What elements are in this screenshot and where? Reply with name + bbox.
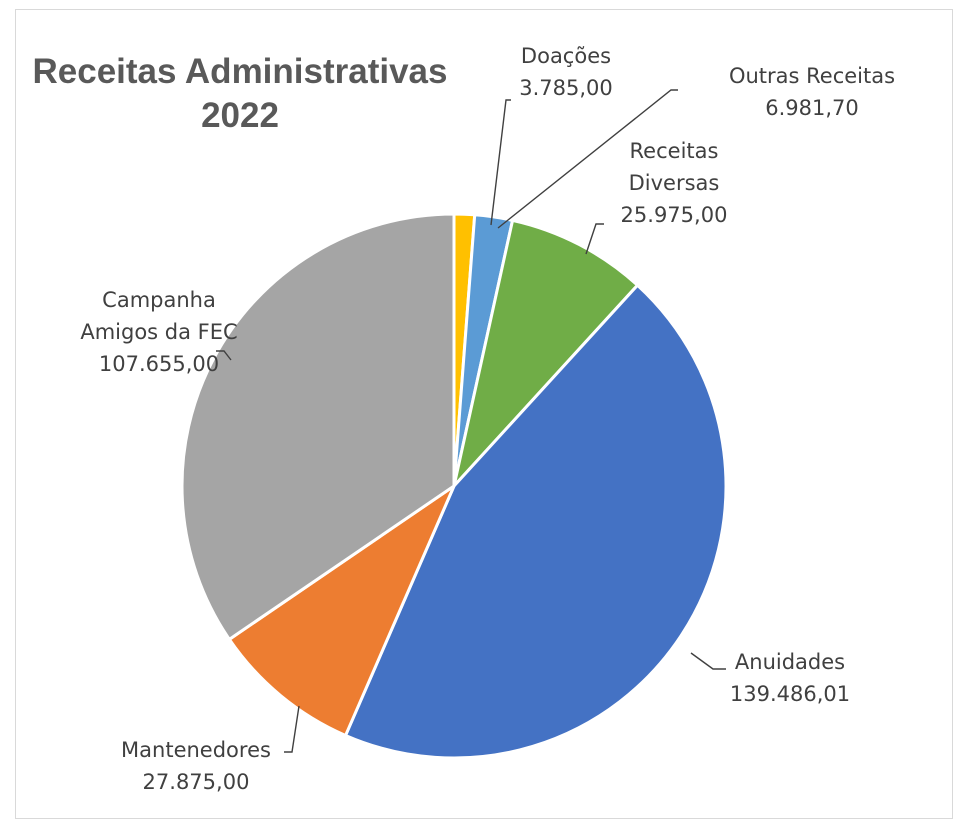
- pie-slices: [180, 212, 728, 760]
- data-label-value: 3.785,00: [519, 76, 613, 100]
- data-label-anuidades: Anuidades 139.486,01: [730, 650, 850, 706]
- data-label-name: Doações: [521, 44, 611, 68]
- chart-title: Receitas Administrativas 2022: [33, 52, 448, 135]
- data-label-value: 25.975,00: [621, 203, 728, 227]
- data-label-name: Amigos da FEC: [80, 320, 237, 344]
- leader-line-receitas-diversas: [585, 223, 604, 255]
- leader-line-outras-receitas: [497, 89, 678, 229]
- leader-line-anuidades: [690, 652, 726, 670]
- chart-title-line-1: Receitas Administrativas: [33, 52, 448, 91]
- data-label-value: 107.655,00: [99, 352, 219, 376]
- pie-chart: Receitas Administrativas 2022 Doações 3.7…: [33, 44, 896, 794]
- data-label-value: 139.486,01: [730, 682, 850, 706]
- data-label-receitas-diversas: Receitas Diversas 25.975,00: [621, 139, 728, 227]
- data-label-name: Anuidades: [735, 650, 845, 674]
- pie-slice-campanha-amigos-da-fec: [180, 212, 456, 641]
- leader-line-mantenedores: [284, 705, 300, 753]
- data-label-name: Mantenedores: [121, 738, 271, 762]
- data-label-name: Diversas: [629, 171, 720, 195]
- pie-slice-receitas-diversas: [452, 218, 640, 488]
- data-labels: Doações 3.785,00 Outras Receitas 6.981,70 Re…: [80, 44, 895, 794]
- data-label-value: 6.981,70: [765, 96, 859, 120]
- data-label-outras-receitas: Outras Receitas 6.981,70: [729, 64, 895, 120]
- pie-slice-mantenedores: [227, 484, 456, 737]
- data-label-name: Receitas: [630, 139, 719, 163]
- leader-lines: [216, 89, 726, 753]
- data-label-campanha-amigos-da-fec: Campanha Amigos da FEC 107.655,00: [80, 288, 237, 376]
- data-label-value: 27.875,00: [143, 770, 250, 794]
- leader-line-campanha-amigos-da-fec: [216, 350, 232, 361]
- leader-line-doacoes: [490, 99, 511, 226]
- chart-area: Receitas Administrativas 2022 Doações 3.7…: [15, 9, 953, 819]
- pie-slice-anuidades: [344, 283, 728, 760]
- data-label-mantenedores: Mantenedores 27.875,00: [121, 738, 271, 794]
- data-label-name: Campanha: [102, 288, 216, 312]
- data-label-doacoes: Doações 3.785,00: [519, 44, 613, 100]
- chart-title-line-2: 2022: [201, 96, 279, 135]
- data-label-name: Outras Receitas: [729, 64, 895, 88]
